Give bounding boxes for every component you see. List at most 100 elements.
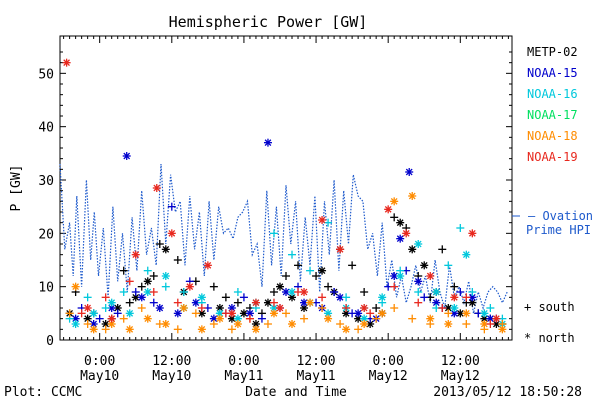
noaa-19-south-point (366, 309, 375, 318)
noaa-18-south-point (209, 320, 218, 328)
noaa-16-south-point (119, 288, 128, 296)
noaa-18-north-point (251, 325, 260, 334)
noaa-16-north-point (71, 320, 80, 328)
noaa-18-south-point (408, 314, 417, 323)
legend-entry-noaa-19: NOAA-19 (527, 150, 578, 164)
ovation-label-line1: — Ovation (528, 209, 593, 223)
noaa-19-north-point (275, 304, 284, 312)
noaa-19-north-point (336, 245, 345, 254)
noaa-19-north-point (318, 216, 327, 224)
noaa-18-south-point (390, 304, 399, 312)
noaa-19-north-point (152, 184, 161, 192)
metp-02-south-point (450, 282, 459, 291)
noaa-19-south-point (245, 314, 254, 323)
noaa-19-north-point (185, 282, 194, 291)
noaa-18-south-point (191, 309, 200, 318)
metp-02-south-point (149, 272, 158, 280)
noaa-16-south-point (456, 224, 465, 232)
noaa-18-south-point (101, 325, 110, 334)
noaa-18-south-point (282, 309, 290, 318)
noaa-15-north-point (122, 152, 131, 160)
noaa-15-south-point (257, 314, 266, 323)
noaa-18-north-point (342, 325, 351, 334)
noaa-19-north-point (426, 272, 435, 280)
noaa-15-north-point (354, 309, 363, 318)
x-tick-label-date: May10 (80, 369, 119, 384)
noaa-16-south-point (444, 261, 453, 270)
noaa-18-north-point (288, 320, 297, 328)
noaa-18-south-point (83, 320, 92, 328)
x-tick-label-time: 12:00 (152, 354, 191, 369)
y-axis: 0 10 20 30 40 50 (38, 51, 512, 349)
metp-02-south-point (324, 282, 333, 291)
noaa-16-south-point (233, 288, 242, 296)
data-points (62, 58, 507, 334)
noaa-19-south-point (269, 298, 278, 307)
y-tick-label: 0 (46, 334, 54, 349)
metp-02-south-point (372, 304, 381, 312)
noaa-19-north-point (300, 288, 309, 296)
noaa-19-north-point (83, 304, 92, 312)
noaa-16-north-point (462, 250, 471, 259)
noaa-19-south-point (318, 293, 327, 302)
noaa-18-south-point (65, 309, 74, 318)
noaa-19-north-point (360, 304, 369, 312)
noaa-18-north-point (408, 192, 417, 200)
noaa-18-south-point (354, 325, 363, 334)
metp-02-south-point (137, 282, 146, 291)
noaa-16-north-point (396, 272, 405, 280)
metp-02-north-point (396, 218, 405, 227)
metp-02-south-point (282, 272, 290, 280)
metp-02-south-point (438, 245, 447, 254)
noaa-18-south-point (336, 320, 345, 328)
metp-02-south-point (155, 240, 164, 248)
noaa-19-north-point (492, 314, 501, 323)
y-tick-label: 10 (38, 281, 54, 296)
noaa-19-south-point (125, 277, 134, 286)
noaa-19-north-point (107, 314, 116, 323)
metp-02-south-point (360, 288, 369, 296)
metp-02-south-point (125, 298, 134, 307)
noaa-18-north-point (197, 325, 206, 334)
metp-02-north-point (318, 266, 327, 275)
noaa-16-north-point (161, 272, 170, 280)
noaa-18-north-point (233, 320, 242, 328)
noaa-15-north-point (414, 277, 423, 286)
noaa-19-north-point (227, 309, 236, 318)
noaa-18-north-point (426, 314, 435, 323)
noaa-19-south-point (101, 293, 110, 302)
noaa-15-north-point (396, 234, 405, 243)
x-tick-label-time: 0:00 (228, 354, 259, 369)
noaa-16-south-point (101, 304, 110, 312)
noaa-18-north-point (462, 309, 471, 318)
noaa-18-south-point (444, 309, 453, 318)
noaa-18-north-point (71, 282, 80, 291)
metp-02-north-point (161, 245, 170, 254)
noaa-18-north-point (306, 298, 315, 307)
noaa-16-south-point (179, 288, 188, 296)
noaa-19-south-point (342, 304, 351, 312)
noaa-18-north-point (215, 314, 224, 323)
noaa-15-north-point (155, 304, 164, 312)
noaa-16-north-point (143, 288, 152, 296)
y-tick-label: 50 (38, 67, 54, 82)
noaa-15-south-point (239, 293, 248, 302)
noaa-16-north-point (414, 240, 423, 248)
x-tick-label-date: May11 (296, 369, 335, 384)
noaa-19-south-point (149, 288, 158, 296)
noaa-18-south-point (372, 314, 381, 323)
noaa-15-south-point (456, 288, 465, 296)
noaa-19-north-point (203, 261, 212, 270)
noaa-18-south-point (263, 320, 272, 328)
noaa-19-north-point (167, 229, 176, 238)
noaa-16-south-point (161, 282, 170, 291)
legend-entry-metp-02: METP-02 (527, 45, 578, 59)
noaa-18-north-point (125, 325, 134, 334)
x-tick-label-date: May12 (369, 369, 408, 384)
y-tick-label: 20 (38, 227, 54, 242)
metp-02-north-point (275, 282, 284, 291)
legend: METP-02 NOAA-15 NOAA-16 NOAA-17 NOAA-18 NOAA-… (524, 45, 578, 345)
noaa-19-south-point (390, 282, 399, 291)
noaa-18-north-point (324, 314, 333, 323)
metp-02-south-point (348, 261, 357, 270)
